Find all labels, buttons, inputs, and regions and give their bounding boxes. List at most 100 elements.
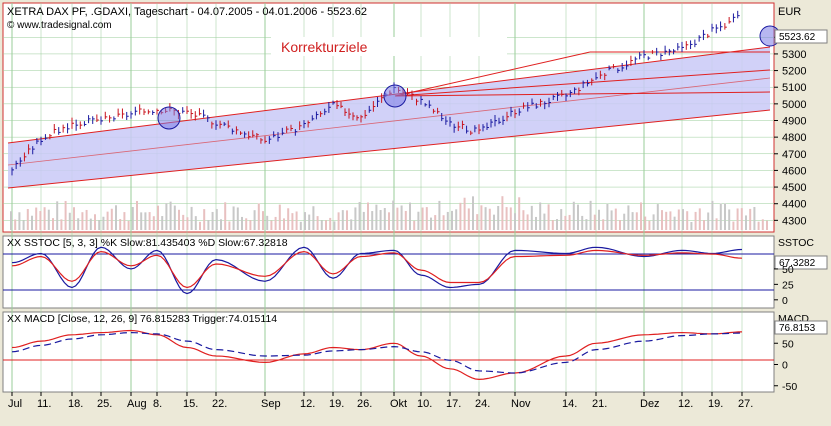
x-tick-label: 17. [446, 398, 461, 410]
volume-bar [564, 215, 567, 230]
volume-bar [518, 197, 521, 230]
volume-bar [761, 219, 764, 230]
volume-bar [665, 211, 668, 230]
volume-bar [22, 220, 25, 230]
volume-bar [484, 207, 487, 230]
volume-bar [396, 207, 399, 230]
volume-bar [308, 214, 311, 230]
fan-line-2 [394, 69, 771, 97]
volume-bar [459, 202, 462, 230]
volume-bar [375, 204, 378, 230]
volume-bar [257, 203, 260, 230]
volume-bar [245, 218, 248, 230]
x-tick-label: 19. [708, 398, 723, 410]
volume-bar [299, 221, 302, 230]
volume-bar [207, 220, 210, 230]
volume-bar [509, 207, 512, 230]
volume-bar [199, 221, 201, 230]
y-tick-label: 5100 [782, 82, 806, 94]
y-tick-label: 4300 [782, 215, 806, 227]
macd-y-axis: 50 0 -50 [774, 338, 797, 393]
volume-bar [341, 210, 344, 230]
volume-bar [115, 205, 117, 230]
volume-bar [367, 202, 369, 230]
volume-bar [442, 215, 445, 230]
volume-bar [333, 221, 336, 230]
volume-bar [64, 200, 67, 230]
volume-bar [589, 200, 592, 230]
volume-bar [766, 220, 768, 230]
volume-bar [656, 204, 659, 230]
volume-bar [732, 221, 735, 230]
stoch-y-tick-label: 50 [782, 264, 794, 276]
volume-bar [686, 211, 689, 230]
fan-line-3 [394, 91, 771, 97]
volume-bar [358, 202, 361, 230]
volume-bars [10, 196, 768, 230]
volume-bar [522, 210, 525, 230]
volume-bar [14, 219, 17, 230]
volume-bar [644, 216, 647, 230]
volume-bar [572, 201, 575, 230]
volume-bar [89, 218, 92, 230]
volume-bar [287, 208, 290, 230]
y-tick-label: 5300 [782, 49, 806, 61]
stoch-name: SSTOC [778, 237, 814, 249]
stoch-last-box [774, 255, 828, 270]
volume-bar [434, 215, 437, 230]
volume-bar [325, 220, 327, 230]
volume-bar [81, 212, 84, 230]
y-tick-label: 4500 [782, 182, 806, 194]
volume-bar [94, 214, 96, 230]
volume-bar [190, 206, 193, 230]
stoch-d-line [11, 249, 743, 289]
volume-bar [417, 211, 420, 230]
volume-bar [346, 210, 348, 230]
volume-bar [703, 220, 705, 230]
volume-bar [274, 216, 277, 230]
volume-bar [467, 208, 470, 230]
volume-bar [215, 209, 218, 230]
macd-title: XX MACD [Close, 12, 26, 9] 76.815283 Tri… [7, 313, 277, 325]
price-title: XETRA DAX PF, .GDAXI, Tageschart - 04.07… [7, 6, 367, 18]
volume-bar [77, 218, 80, 230]
last-price-box [774, 29, 828, 44]
volume-bar [350, 219, 353, 230]
volume-bar [383, 208, 386, 230]
volume-bar [673, 216, 676, 230]
volume-bar [602, 219, 605, 230]
x-tick-label: 8. [153, 398, 162, 410]
volume-bar [329, 217, 332, 230]
volume-bar [52, 218, 54, 230]
volume-bar [753, 207, 756, 230]
volume-bar [354, 207, 357, 230]
volume-bar [220, 219, 222, 230]
volume-bar [224, 202, 227, 230]
volume-bar [127, 220, 130, 230]
volume-bar [455, 209, 458, 230]
volume-bar [140, 212, 143, 230]
volume-bar [598, 209, 600, 230]
macd-series [11, 329, 743, 381]
volume-bar [291, 213, 294, 230]
volume-bar [98, 220, 101, 230]
volume-bar [47, 209, 50, 230]
volume-bar [236, 207, 239, 230]
x-tick-label: 24. [475, 398, 490, 410]
volume-bar [438, 200, 441, 230]
y-tick-label: 5200 [782, 66, 806, 78]
volume-bar [316, 216, 319, 230]
x-tick-label: 22. [212, 398, 227, 410]
volume-bar [404, 210, 407, 230]
volume-bar [39, 211, 42, 230]
volume-bar [749, 208, 752, 230]
volume-bar [690, 221, 693, 230]
trigger-line [11, 331, 743, 374]
x-tick-label: 15. [183, 398, 198, 410]
volume-bar [505, 207, 508, 230]
volume-bar [560, 209, 563, 230]
volume-bar [661, 210, 663, 230]
volume-bar [400, 205, 403, 230]
volume-bar [119, 219, 122, 230]
